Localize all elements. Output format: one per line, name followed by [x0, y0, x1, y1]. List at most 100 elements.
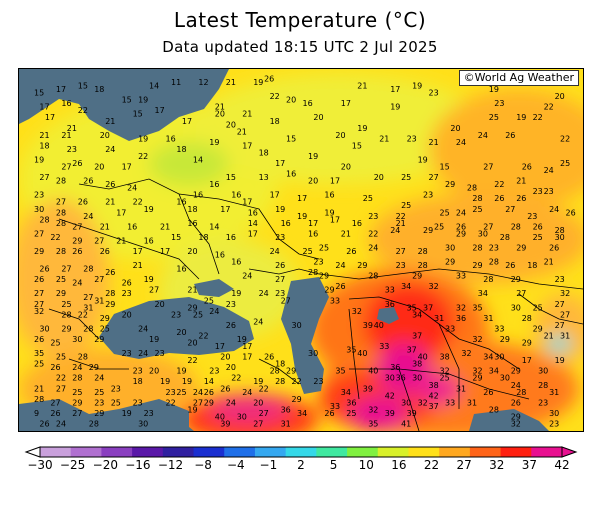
- station-temperature: 23: [155, 349, 165, 358]
- station-temperature: 28: [500, 233, 510, 242]
- station-temperature: 18: [94, 85, 104, 94]
- station-temperature: 16: [324, 191, 334, 200]
- station-temperature: 29: [61, 324, 71, 333]
- station-temperature: 19: [297, 212, 307, 221]
- station-temperature: 25: [204, 296, 214, 305]
- station-temperature: 30: [478, 229, 488, 238]
- station-temperature: 26: [264, 353, 274, 362]
- station-temperature: 40: [215, 412, 225, 421]
- station-temperature: 31: [456, 384, 466, 393]
- station-temperature: 17: [330, 215, 340, 224]
- station-temperature: 32: [560, 289, 570, 298]
- station-temperature: 25: [193, 310, 203, 319]
- station-temperature: 23: [209, 367, 219, 376]
- station-temperature: 30: [72, 335, 82, 344]
- station-temperature: 18: [275, 360, 285, 369]
- station-temperature: 23: [313, 258, 323, 267]
- station-temperature: 21: [379, 134, 389, 143]
- station-temperature: 19: [390, 103, 400, 112]
- station-temperature: 17: [133, 247, 143, 256]
- station-temperature: 17: [270, 191, 280, 200]
- station-temperature: 21: [357, 82, 367, 91]
- station-temperature: 30: [385, 374, 395, 383]
- station-temperature: 20: [187, 339, 197, 348]
- station-temperature: 21: [105, 117, 115, 126]
- scale-swatch: [408, 447, 440, 457]
- scale-label: 16: [391, 458, 407, 472]
- station-temperature: 30: [555, 233, 565, 242]
- station-temperature: 29: [94, 409, 104, 418]
- station-temperature: 31: [467, 398, 477, 407]
- station-temperature: 16: [281, 219, 291, 228]
- station-temperature: 12: [198, 78, 208, 87]
- station-temperature: 15: [78, 82, 88, 91]
- station-temperature: 36: [456, 314, 466, 323]
- scale-swatch: [377, 447, 409, 457]
- station-temperature: 30: [237, 412, 247, 421]
- station-temperature: 28: [56, 208, 66, 217]
- station-temperature: 21: [226, 78, 236, 87]
- scale-max-arrow: [561, 446, 578, 458]
- station-temperature: 26: [83, 177, 93, 186]
- station-temperature: 29: [324, 286, 334, 295]
- station-temperature: 29: [423, 226, 433, 235]
- station-temperature: 29: [516, 244, 526, 253]
- station-temperature: 17: [275, 159, 285, 168]
- station-temperature: 25: [401, 201, 411, 210]
- station-temperature: 16: [166, 134, 176, 143]
- station-temperature: 17: [155, 106, 165, 115]
- station-temperature: 20: [100, 131, 110, 140]
- station-temperature: 40: [357, 349, 367, 358]
- station-temperature: 28: [56, 177, 66, 186]
- station-temperature: 24: [193, 388, 203, 397]
- station-temperature: 29: [292, 395, 302, 404]
- station-temperature: 32: [418, 398, 428, 407]
- station-temperature: 24: [456, 138, 466, 147]
- station-temperature: 23: [122, 349, 132, 358]
- station-temperature: 20: [220, 353, 230, 362]
- station-temperature: 34: [412, 310, 422, 319]
- station-temperature: 26: [566, 208, 576, 217]
- country-borders: [48, 178, 583, 431]
- station-temperature: 38: [412, 360, 422, 369]
- scale-swatch: [285, 447, 317, 457]
- station-temperature: 32: [368, 405, 378, 414]
- station-temperature: 30: [292, 321, 302, 330]
- station-temperature: 19: [308, 152, 318, 161]
- station-temperature: 17: [242, 141, 252, 150]
- station-temperature: 31: [434, 314, 444, 323]
- station-temperature: 27: [555, 300, 565, 309]
- scale-label: 5: [329, 458, 338, 472]
- temperature-map[interactable]: 15 17 15 18 14 11 12 21 19 26 17 16 22 15 19 17 21 22 20 21…: [18, 68, 584, 432]
- station-temperature: 28: [308, 268, 318, 277]
- station-temperature: 20: [374, 173, 384, 182]
- station-temperature: 28: [39, 215, 49, 224]
- station-temperature: 35: [368, 420, 378, 429]
- station-temperature: 31: [94, 296, 104, 305]
- station-temperature: 42: [429, 391, 439, 400]
- station-temperature: 23: [67, 145, 77, 154]
- station-temperature: 29: [72, 236, 82, 245]
- station-temperature: 39: [407, 409, 417, 418]
- station-temperature: 26: [105, 180, 115, 189]
- station-temperature: 29: [456, 229, 466, 238]
- station-temperature: 39: [385, 409, 395, 418]
- station-temperature: 27: [560, 310, 570, 319]
- station-temperature: 34: [483, 353, 493, 362]
- station-temperature: 22: [396, 212, 406, 221]
- station-temperature: 24: [72, 279, 82, 288]
- station-temperature: 26: [50, 409, 60, 418]
- station-temperature: 26: [533, 222, 543, 231]
- station-temperature: 26: [50, 363, 60, 372]
- station-temperature: 40: [418, 353, 428, 362]
- station-temperature: 28: [489, 405, 499, 414]
- station-temperature: 26: [494, 194, 504, 203]
- station-temperature: 26: [72, 159, 82, 168]
- station-temperature: 28: [555, 226, 565, 235]
- station-temperature: 29: [56, 289, 66, 298]
- scale-swatch: [469, 447, 502, 457]
- station-temperature: 37: [429, 402, 439, 411]
- station-temperature: 40: [374, 321, 384, 330]
- station-temperature: 28: [275, 377, 285, 386]
